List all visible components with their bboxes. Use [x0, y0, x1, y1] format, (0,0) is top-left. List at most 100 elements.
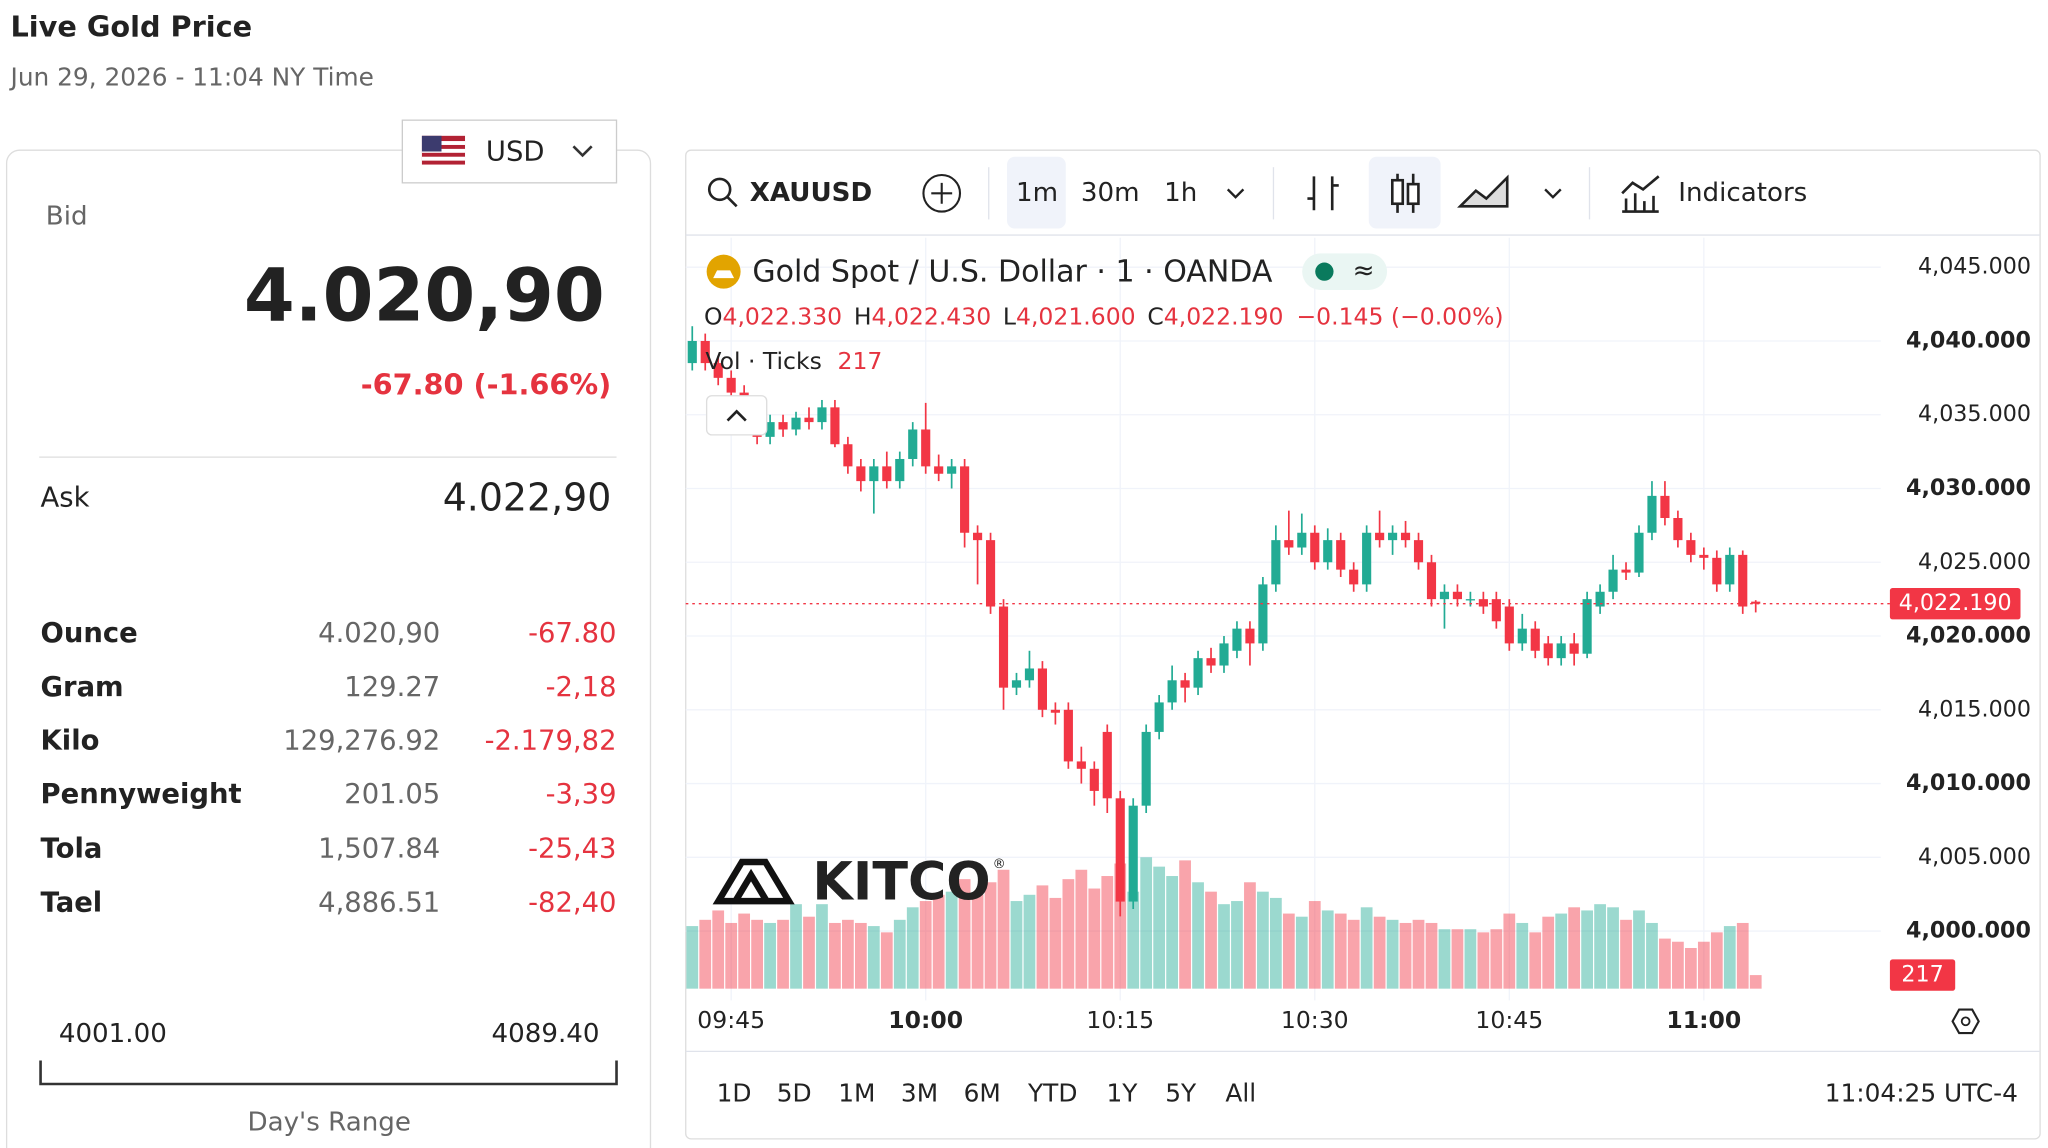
collapse-button[interactable]: [705, 395, 768, 436]
candle-body: [895, 458, 905, 482]
indicators[interactable]: Indicators: [1678, 178, 1807, 208]
range-option[interactable]: YTD: [1027, 1078, 1077, 1107]
candles-icon: [1406, 182, 1420, 206]
candle-body: [1349, 569, 1359, 585]
candle-body: [1206, 658, 1216, 666]
volume-bar: [1399, 922, 1412, 989]
compare-button[interactable]: [922, 173, 962, 213]
bid-change: -67.80 (-1.66%): [361, 368, 612, 402]
unit-price: 201.05: [344, 779, 440, 810]
range-option[interactable]: 1D: [717, 1078, 752, 1107]
candle-body: [804, 417, 814, 423]
legend-value: 4,022.330: [723, 302, 843, 330]
unit-name: Tola: [41, 834, 103, 865]
volume-bar: [790, 904, 802, 989]
market-status: [1315, 262, 1334, 281]
candle-body: [1647, 495, 1657, 533]
chart-type-active[interactable]: [1368, 156, 1441, 229]
interval[interactable]: 1h: [1164, 178, 1197, 208]
volume-bar: [1205, 891, 1217, 989]
unit-name: Kilo: [41, 725, 100, 756]
volume-bar: [867, 926, 880, 989]
candle-body: [713, 363, 723, 378]
candle-body: [973, 532, 983, 541]
candle-body: [1673, 518, 1683, 541]
unit-change: -3,39: [546, 779, 617, 810]
interval[interactable]: 30m: [1081, 178, 1140, 208]
volume-bar: [764, 922, 776, 989]
legend-key: H: [854, 302, 872, 330]
symbol-search[interactable]: XAUUSD: [707, 177, 872, 208]
range-option[interactable]: 5Y: [1165, 1078, 1197, 1107]
candle-body: [765, 422, 775, 437]
flag-canton: [421, 135, 442, 152]
range-bar: 1D 5D 1M 3M 6M YTD 1Y 5Y All: [717, 1078, 1257, 1107]
bars-icon[interactable]: [1307, 176, 1339, 211]
candle-body: [1323, 540, 1333, 563]
candle-body: [1725, 554, 1735, 585]
volume-bar: [1101, 876, 1114, 989]
indicators-icon[interactable]: [1621, 175, 1660, 213]
range-bar: [39, 1060, 618, 1086]
x-tick-label: 10:45: [1475, 1006, 1543, 1034]
candle-body: [1478, 599, 1488, 607]
range-option[interactable]: 3M: [901, 1078, 938, 1107]
candle-body: [985, 540, 996, 607]
candle-body: [856, 466, 866, 482]
candle-body: [1621, 569, 1631, 573]
candle-body: [1751, 601, 1761, 604]
chevron: [572, 145, 593, 158]
volume-bar: [1672, 941, 1684, 989]
logo-text: KITCO: [812, 852, 990, 912]
volume-value: 217: [838, 346, 883, 374]
volume-bar: [1192, 882, 1204, 989]
plus-icon: [931, 182, 953, 204]
flag-stripe: [421, 148, 466, 153]
last-price-label: 4,022.190: [1899, 590, 2012, 616]
ohlc-legend: O4,022.330 H4,022.430 L4,021.600 C4,022.190…: [704, 302, 1504, 330]
plus-icon[interactable]: [922, 173, 962, 213]
range-option[interactable]: All: [1225, 1078, 1256, 1107]
volume-bar: [1412, 919, 1425, 989]
logo-mark: [712, 858, 795, 905]
settings-icon[interactable]: [1951, 1008, 1980, 1035]
volume-bar: [1620, 919, 1632, 989]
candle-body: [1517, 628, 1527, 644]
volume-bar: [1049, 897, 1062, 989]
volume-bar: [777, 919, 789, 989]
range-option[interactable]: 5D: [777, 1078, 812, 1107]
area-icon[interactable]: [1457, 174, 1509, 208]
volume-title: Vol · Ticks: [705, 346, 822, 374]
volume-bar: [1529, 932, 1542, 989]
symbol[interactable]: XAUUSD: [750, 178, 872, 208]
candle-body: [687, 340, 697, 364]
legend-key: L: [1003, 302, 1016, 330]
candle-body: [934, 466, 944, 474]
x-tick-label: 10:00: [888, 1006, 963, 1034]
unit-name: Gram: [41, 672, 124, 703]
candle-body: [1543, 643, 1553, 659]
candle-body: [1686, 540, 1696, 555]
volume-bar: [1438, 929, 1451, 989]
candle-body: [1362, 532, 1372, 585]
range-option[interactable]: 1Y: [1106, 1078, 1138, 1107]
candle-body: [1245, 628, 1255, 644]
interval[interactable]: 1m: [1016, 178, 1058, 208]
range-option[interactable]: 1M: [838, 1078, 875, 1107]
candle-body: [869, 466, 879, 482]
range-option[interactable]: 6M: [964, 1078, 1001, 1107]
volume-bar: [1594, 904, 1606, 989]
y-tick-label: 4,040.000: [1906, 327, 2031, 353]
y-tick-label: 4,010.000: [1906, 770, 2031, 796]
candle-body: [1712, 557, 1722, 585]
currency-select[interactable]: USD: [401, 119, 618, 184]
chart-type-menu[interactable]: [1544, 188, 1562, 199]
candle-body: [1452, 591, 1463, 600]
candle-body: [1297, 532, 1307, 548]
interval-menu[interactable]: [1226, 188, 1245, 199]
volume-bar: [842, 919, 854, 989]
unit-change: -82,40: [528, 887, 616, 918]
y-tick-label: 4,045.000: [1918, 254, 2031, 280]
volume-bar: [1451, 929, 1464, 989]
volume-bar: [1710, 932, 1723, 989]
